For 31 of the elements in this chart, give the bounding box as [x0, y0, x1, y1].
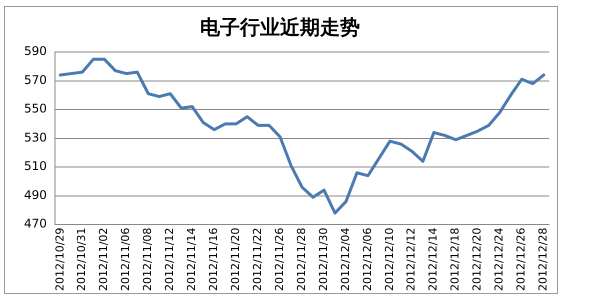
x-tick-label: 2012/12/10 [382, 228, 396, 292]
x-tick-label: 2012/12/20 [470, 228, 484, 292]
y-tick-label: 490 [24, 188, 47, 202]
x-tick-label: 2012/10/31 [75, 228, 88, 292]
y-tick-label: 530 [24, 130, 47, 144]
x-tick-label: 2012/12/26 [514, 228, 528, 292]
x-tick-label: 2012/11/08 [141, 228, 154, 292]
x-tick-label: 2012/11/16 [207, 228, 220, 292]
x-tick-label: 2012/11/12 [163, 228, 176, 292]
x-tick-label: 2012/11/28 [294, 228, 308, 292]
x-tick-label: 2012/12/14 [426, 228, 440, 292]
x-tick-label: 2012/11/20 [229, 228, 242, 292]
x-tick-label: 2012/11/22 [250, 228, 264, 292]
y-tick-label: 470 [24, 216, 47, 231]
x-tick-label: 2012/11/30 [316, 228, 330, 292]
x-tick-label: 2012/12/04 [338, 228, 352, 292]
chart-title: 电子行业近期走势 [199, 14, 361, 41]
x-tick-label: 2012/11/14 [185, 228, 198, 292]
x-tick-label: 2012/10/29 [53, 228, 66, 292]
x-tick-label: 2012/12/06 [360, 228, 374, 292]
y-tick-label: 570 [24, 72, 47, 87]
y-tick-label: 510 [24, 159, 47, 174]
x-tick-label: 2012/12/24 [492, 228, 506, 292]
x-tick-label: 2012/11/02 [97, 228, 110, 292]
x-tick-label: 2012/11/26 [272, 228, 286, 292]
x-tick-label: 2012/12/18 [448, 228, 462, 292]
x-tick-label: 2012/12/28 [536, 228, 550, 292]
y-tick-label: 550 [24, 102, 47, 116]
x-tick-label: 2012/11/06 [119, 228, 132, 292]
x-tick-label: 2012/12/12 [404, 228, 418, 292]
y-tick-label: 590 [24, 44, 47, 58]
